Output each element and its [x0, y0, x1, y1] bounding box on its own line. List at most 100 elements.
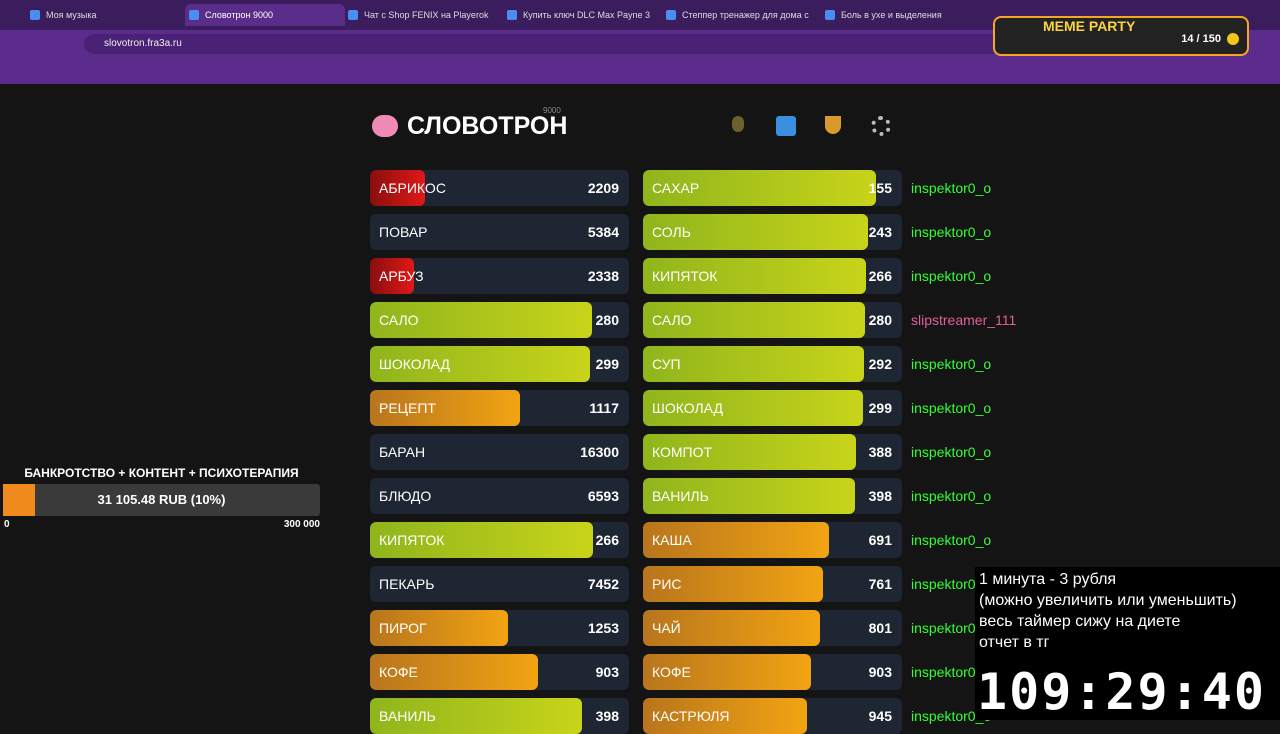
guess-user: inspektor0_o: [911, 444, 992, 460]
stream-overlay: 1 минута - 3 рубля (можно увеличить или у…: [975, 567, 1280, 721]
proximity-bar: [643, 610, 820, 646]
guess-word: КАША: [652, 532, 692, 548]
guess-row: КОФЕ 903: [643, 654, 902, 690]
hint-button[interactable]: [732, 116, 744, 132]
coin: [1227, 33, 1239, 45]
widget-count: 14 / 150: [1181, 33, 1221, 45]
guess-rank: 266: [868, 268, 892, 284]
guess-rank: 299: [868, 400, 892, 416]
guess-word: КОФЕ: [379, 664, 418, 680]
brain-icon: [372, 115, 398, 137]
guess-user: inspektor0_o: [911, 400, 992, 416]
guess-rank: 5384: [587, 224, 619, 240]
guess-word: ШОКОЛАД: [379, 356, 450, 372]
donation-min: 0: [4, 519, 10, 530]
proximity-bar: [643, 214, 869, 250]
guess-word: СУП: [652, 356, 681, 372]
proximity-bar: [643, 434, 856, 470]
guess-word: БАРАН: [379, 444, 426, 460]
browser-tab[interactable]: Чат с Shop FENIX на Playerok: [344, 4, 504, 26]
browser-tab[interactable]: Купить ключ DLC Max Payne 3: [503, 4, 663, 26]
browser-tab[interactable]: Степпер тренажер для дома с: [662, 4, 822, 26]
proximity-bar: [643, 478, 855, 514]
widget-title: MEME PARTY: [1043, 18, 1136, 34]
guess-word: ВАНИЛЬ: [379, 708, 436, 724]
proximity-bar: [643, 522, 830, 558]
guess-rank: 155: [868, 180, 892, 196]
guess-user: inspektor0_o: [911, 356, 992, 372]
guess-word: ШОКОЛАД: [652, 400, 723, 416]
guess-rank: 16300: [580, 444, 619, 460]
guess-row: ЧАЙ 801: [643, 610, 902, 646]
guess-row: САХАР 155: [643, 170, 902, 206]
guess-word: ПИРОГ: [379, 620, 427, 636]
guess-row: ПЕКАРЬ 7452: [370, 566, 629, 602]
guess-rank: 388: [868, 444, 892, 460]
proximity-bar: [643, 170, 876, 206]
guess-rank: 280: [595, 312, 619, 328]
guess-user: inspektor0_o: [911, 532, 992, 548]
proximity-bar: [370, 390, 520, 426]
proximity-bar: [643, 302, 865, 338]
guess-user: slipstreamer_111: [911, 312, 1017, 328]
info-button[interactable]: [776, 116, 796, 136]
guess-word: КАСТРЮЛЯ: [652, 708, 730, 724]
guess-row: СОЛЬ 243: [643, 214, 902, 250]
proximity-bar: [643, 566, 824, 602]
guess-row: КОФЕ 903: [370, 654, 629, 690]
game-title: СЛОВОТРОН: [407, 112, 568, 140]
guess-word: КИПЯТОК: [379, 532, 445, 548]
guess-user: inspektor0_o: [911, 576, 992, 592]
guess-word: САХАР: [652, 180, 700, 196]
guess-row: ПИРОГ 1253: [370, 610, 629, 646]
guess-word: САЛО: [379, 312, 419, 328]
guess-word: КОМПОТ: [652, 444, 713, 460]
guess-user: inspektor0_o: [911, 488, 992, 504]
guess-rank: 801: [868, 620, 892, 636]
guess-row: СУП 292: [643, 346, 902, 382]
guess-row: КОМПОТ 388: [643, 434, 902, 470]
proximity-bar: [643, 390, 864, 426]
browser-tab[interactable]: Моя музыка: [26, 4, 186, 26]
guess-row: КИПЯТОК 266: [643, 258, 902, 294]
guess-row: САЛО 280: [643, 302, 902, 338]
guess-word: КОФЕ: [652, 664, 691, 680]
guess-rank: 1253: [587, 620, 619, 636]
guess-word: РИС: [652, 576, 682, 592]
guess-row: БЛЮДО 6593: [370, 478, 629, 514]
proximity-bar: [370, 654, 539, 690]
guess-rank: 761: [868, 576, 892, 592]
guess-word: ПЕКАРЬ: [379, 576, 435, 592]
donation-max: 300 000: [283, 519, 320, 530]
guess-word: АРБУЗ: [379, 268, 424, 284]
guess-word: КИПЯТОК: [652, 268, 718, 284]
guess-rank: 299: [595, 356, 619, 372]
guess-row: ВАНИЛЬ 398: [643, 478, 902, 514]
overlay-line: 1 минута - 3 рубля: [979, 571, 1117, 588]
browser-tab[interactable]: Словотрон 9000: [185, 4, 345, 26]
address-bar[interactable]: slovotron.fra3a.ru: [84, 34, 1004, 54]
guess-row: КАСТРЮЛЯ 945: [643, 698, 902, 734]
guess-row: ПОВАР 5384: [370, 214, 629, 250]
rating-button[interactable]: [825, 116, 841, 134]
browser-tab[interactable]: Боль в ухе и выделения: [821, 4, 981, 26]
guess-rank: 6593: [587, 488, 619, 504]
donation-amount: 31 105.48 RUB (10%): [97, 492, 226, 507]
settings-button[interactable]: [871, 116, 891, 136]
guess-rank: 243: [868, 224, 892, 240]
guess-row: АБРИКОС 2209: [370, 170, 629, 206]
guess-row: КАША 691: [643, 522, 902, 558]
guess-row: КИПЯТОК 266: [370, 522, 629, 558]
guess-row: РИС 761: [643, 566, 902, 602]
proximity-bar: [370, 170, 426, 206]
guess-word: РЕЦЕПТ: [379, 400, 436, 416]
meme-widget: MEME PARTY 14 / 150: [993, 16, 1249, 56]
proximity-bar: [370, 258, 415, 294]
proximity-bar: [643, 654, 812, 690]
overlay-line: (можно увеличить или уменьшить): [979, 592, 1237, 609]
guess-row: ШОКОЛАД 299: [370, 346, 629, 382]
guess-word: АБРИКОС: [379, 180, 446, 196]
guess-rank: 292: [868, 356, 892, 372]
guess-row: РЕЦЕПТ 1117: [370, 390, 629, 426]
guess-word: САЛО: [652, 312, 692, 328]
